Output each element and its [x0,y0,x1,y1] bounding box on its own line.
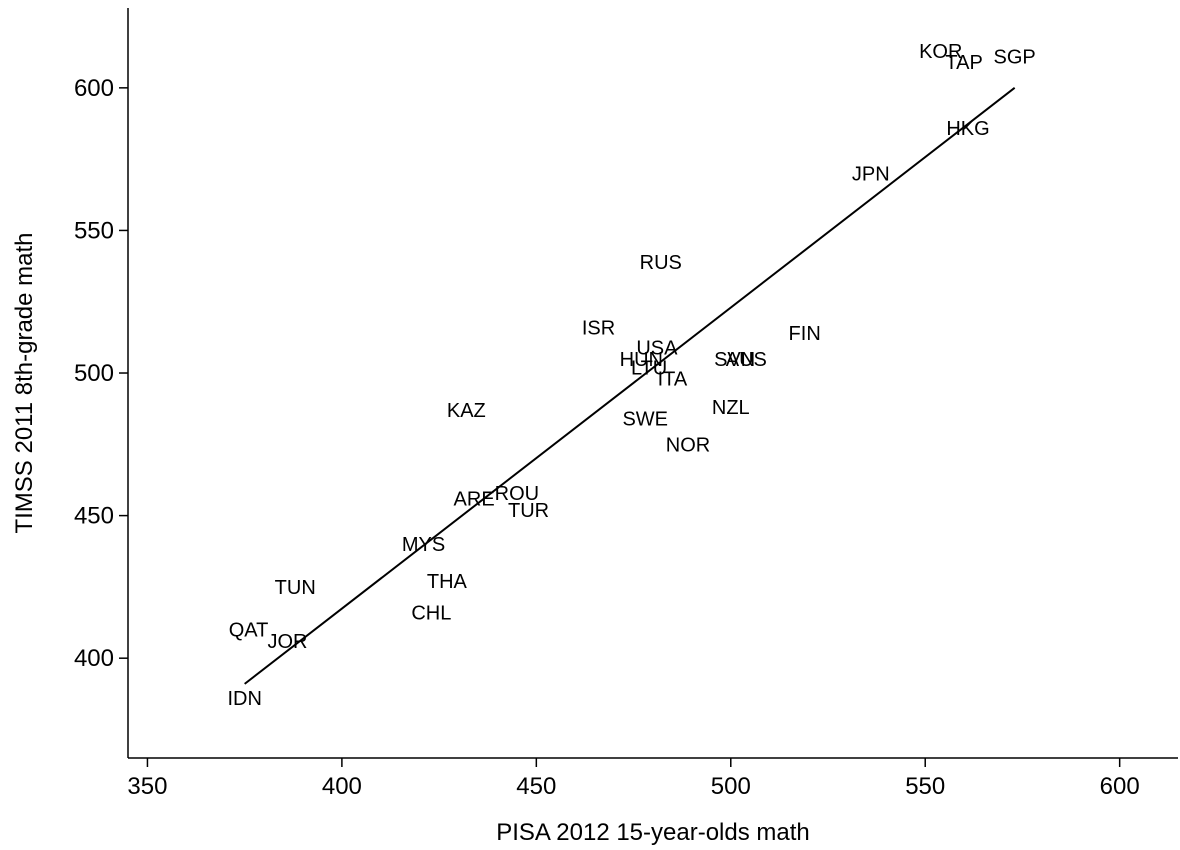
point-label-mys: MYS [402,534,445,556]
point-label-ltu: LTU [631,357,667,379]
y-tick-label: 500 [74,360,114,387]
point-label-isr: ISR [582,317,615,339]
x-tick-label: 550 [905,773,945,800]
axes [127,8,1178,759]
x-axis-title: PISA 2012 15-year-olds math [496,819,810,846]
point-label-tap: TAP [945,52,982,74]
point-label-sgp: SGP [994,46,1036,68]
point-label-nzl: NZL [712,397,750,419]
point-label-rus: RUS [640,252,682,274]
point-label-tur: TUR [508,500,549,522]
point-label-tun: TUN [275,577,316,599]
point-label-jpn: JPN [852,163,890,185]
point-label-aus: AUS [726,349,767,371]
point-label-nor: NOR [666,434,710,456]
y-tick-label: 600 [74,75,114,102]
point-label-tha: THA [427,571,468,593]
y-axis-title: TIMSS 2011 8th-grade math [11,232,38,533]
x-tick-label: 350 [127,773,167,800]
point-label-rou: ROU [495,483,539,505]
point-label-kor: KOR [919,41,962,63]
y-ticks: 400 450 500 550 600 [74,75,128,672]
point-label-jor: JOR [267,631,307,653]
point-label-fin: FIN [789,323,821,345]
point-label-usa: USA [636,337,678,359]
point-label-swe: SWE [622,409,668,431]
point-label-are: ARE [454,488,495,510]
point-label-chl: CHL [411,603,451,625]
x-tick-label: 400 [322,773,362,800]
point-label-qat: QAT [229,620,269,642]
point-label-hun: HUN [620,349,663,371]
y-tick-label: 400 [74,645,114,672]
x-tick-label: 500 [711,773,751,800]
point-label-ita: ITA [658,369,688,391]
x-tick-label: 600 [1100,773,1140,800]
y-tick-label: 550 [74,217,114,244]
point-label-kaz: KAZ [447,400,486,422]
x-tick-label: 450 [516,773,556,800]
x-ticks: 350 400 450 500 550 600 [127,758,1140,800]
point-label-hkg: HKG [946,118,989,140]
point-label-svn: SVN [714,349,755,371]
point-label-idn: IDN [227,688,261,710]
y-tick-label: 450 [74,503,114,530]
regression-line [244,87,1016,685]
